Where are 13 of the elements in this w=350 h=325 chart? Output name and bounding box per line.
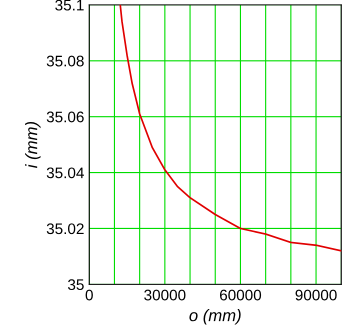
y-tick-label: 35 [68, 279, 84, 290]
line-series [119, 4, 342, 252]
y-tick-label: 35.1 [55, 0, 84, 11]
y-tick-label: 35.08 [46, 56, 84, 66]
x-tick-label: 30000 [144, 290, 186, 300]
x-tick-label: 90000 [296, 290, 337, 300]
x-tick-label: 60000 [220, 290, 262, 300]
y-tick-label: 35.04 [46, 167, 84, 178]
x-axis-title: o (mm) [189, 309, 241, 325]
y-tick-label: 35.06 [46, 112, 84, 122]
y-axis-title: i (mm) [25, 122, 41, 168]
y-tick-label: 35.02 [46, 223, 84, 234]
x-tick-label: 0 [86, 290, 93, 300]
